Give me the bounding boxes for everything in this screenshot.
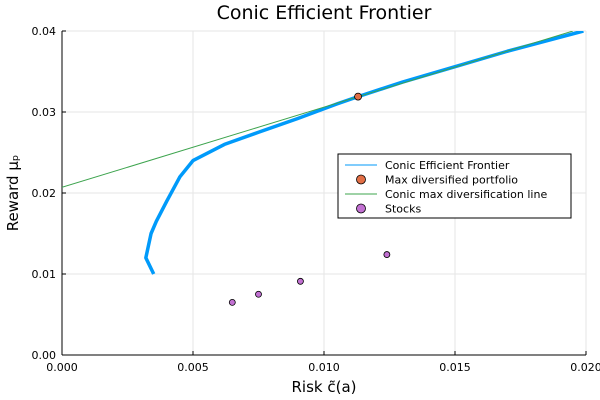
efficient-frontier-line (144, 31, 584, 275)
x-axis-label: Risk c̃(a) (291, 378, 356, 396)
legend-marker-swatch (356, 174, 366, 185)
axes (61, 30, 587, 356)
chart-title: Conic Efficient Frontier (217, 2, 432, 24)
x-tick-label: 0.010 (308, 361, 340, 374)
y-tick-label: 0.02 (32, 187, 57, 200)
x-tick-label: 0.005 (177, 361, 209, 374)
legend-entry-label: Max diversified portfolio (385, 174, 518, 187)
stock-point (228, 298, 236, 306)
x-tick-label: 0.020 (570, 361, 600, 374)
legend-entry-label: Conic max diversification line (385, 188, 547, 201)
x-tick-label: 0.015 (439, 361, 471, 374)
max-diversified-point (354, 92, 362, 101)
legend-entry-label: Conic Efficient Frontier (385, 159, 510, 172)
y-tick-label: 0.00 (32, 349, 57, 362)
legend-entry-label: Stocks (385, 203, 421, 216)
stock-point (255, 290, 262, 298)
stock-point (383, 251, 391, 258)
y-axis-label: Reward μₚ (4, 155, 22, 232)
stock-point (297, 277, 304, 285)
plot-area (62, 31, 584, 306)
y-tick-label: 0.01 (32, 268, 57, 281)
series-group (62, 31, 584, 306)
legend-marker-swatch (356, 203, 366, 214)
x-tick-label: 0.000 (46, 361, 78, 374)
tick-labels: 0.000 0.005 0.010 0.015 0.020 0.00 0.01 0.02 0.0… (32, 25, 600, 374)
legend: Conic Efficient Frontier Max diversified … (337, 153, 572, 219)
y-tick-label: 0.04 (32, 25, 57, 38)
y-tick-label: 0.03 (32, 106, 57, 119)
max-diversification-line (62, 31, 574, 188)
